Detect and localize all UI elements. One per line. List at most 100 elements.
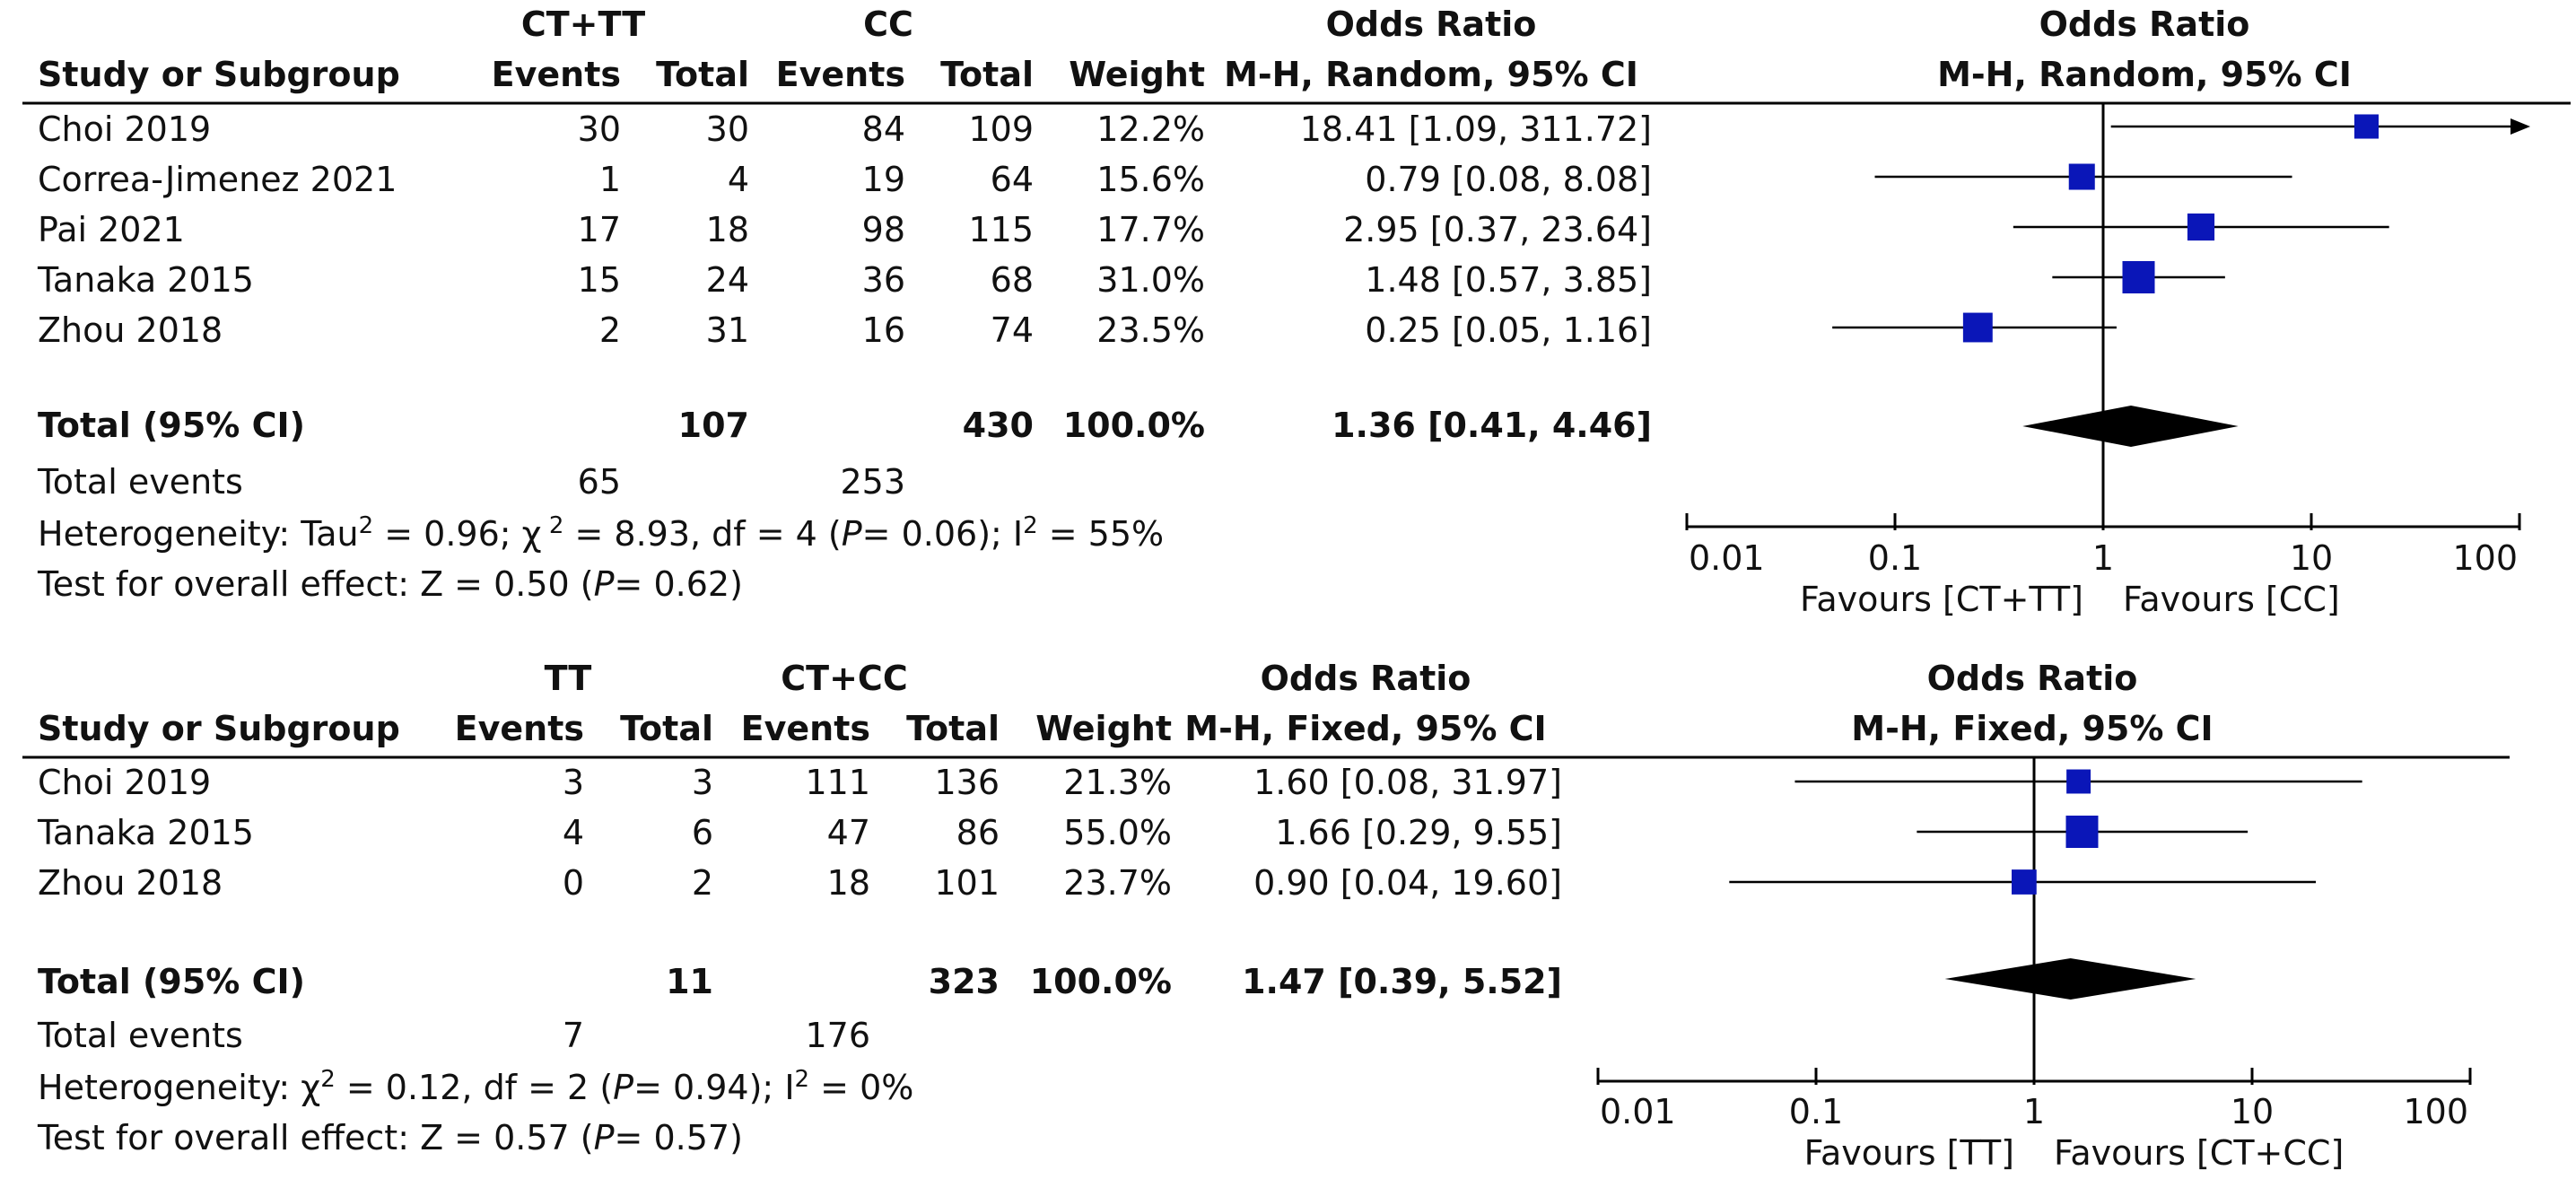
study-marker [2012, 869, 2037, 895]
study-name: Tanaka 2015 [37, 260, 254, 300]
total-label: Total (95% CI) [38, 406, 305, 445]
study-rows-1: Choi 2019 30 30 84 109 12.2% 18.41 [1.09… [37, 109, 1652, 350]
total-1: 2 [692, 863, 713, 903]
weight-header: Weight [1069, 55, 1205, 94]
forest-plot-area-1: 0.01 0.1 1 10 100 Favours [CT+TT] Favours [CC] [1685, 103, 2530, 619]
plot-ci-header: M-H, Fixed, 95% CI [1851, 709, 2213, 748]
axis-tick-label: 0.1 [1868, 538, 1922, 578]
total-weight: 100.0% [1063, 406, 1205, 445]
total-1: 3 [692, 763, 713, 802]
events-1: 2 [599, 310, 621, 350]
total-2: 101 [934, 863, 1000, 903]
study-name: Choi 2019 [38, 763, 211, 802]
events-1: 0 [563, 863, 584, 903]
study-name: Choi 2019 [38, 109, 211, 149]
axis-tick-label: 1 [2023, 1092, 2045, 1131]
favours-left-label: Favours [TT] [1804, 1133, 2014, 1173]
favours-right-label: Favours [CT+CC] [2054, 1133, 2344, 1173]
events-2: 16 [862, 310, 905, 350]
weight: 15.6% [1096, 160, 1205, 199]
total-events-2: 253 [840, 462, 905, 502]
total-1: 24 [706, 260, 749, 300]
total-2: 64 [991, 160, 1034, 199]
overall-effect-text: Test for overall effect: Z = 0.57 (P= 0.… [37, 1118, 743, 1157]
favours-right-label: Favours [CC] [2123, 580, 2340, 619]
events-1: 30 [578, 109, 621, 149]
ci-arrow [2511, 118, 2530, 135]
overall-effect-text: Test for overall effect: Z = 0.50 (P= 0.… [37, 564, 743, 604]
total-events-label: Total events [37, 462, 243, 502]
total-2: 115 [968, 210, 1034, 249]
axis-tick-label: 100 [2452, 538, 2518, 578]
pooled-diamond [1944, 958, 2196, 1000]
odds-ratio-ci: 0.79 [0.08, 8.08] [1365, 160, 1652, 199]
events2-header: Events [776, 55, 905, 94]
study-marker [2068, 163, 2095, 190]
total-events-2: 176 [805, 1016, 870, 1055]
weight: 23.7% [1063, 863, 1172, 903]
odds-ratio-ci: 1.66 [0.29, 9.55] [1275, 813, 1562, 852]
total2-header: Total [906, 709, 1000, 748]
group2-label: CT+CC [781, 659, 907, 698]
total-2: 136 [934, 763, 1000, 802]
odds-ratio-ci: 1.60 [0.08, 31.97] [1253, 763, 1562, 802]
group2-label: CC [863, 4, 913, 44]
study-header: Study or Subgroup [38, 55, 400, 94]
study-name: Pai 2021 [38, 210, 185, 249]
total-2: 68 [991, 260, 1034, 300]
study-rows-2: Choi 2019 3 3 111 136 21.3% 1.60 [0.08, … [37, 763, 1562, 903]
events-2: 19 [862, 160, 905, 199]
total-n2: 430 [963, 406, 1034, 445]
odds-ratio-title: Odds Ratio [1326, 4, 1537, 44]
total-1: 31 [706, 310, 749, 350]
total-1: 18 [706, 210, 749, 249]
study-name: Tanaka 2015 [37, 813, 254, 852]
weight-header: Weight [1035, 709, 1172, 748]
events1-header: Events [455, 709, 584, 748]
summary-1: Total events 65 253 Heterogeneity: Tau2 … [37, 462, 1164, 604]
table-row: Choi 2019 3 3 111 136 21.3% 1.60 [0.08, … [38, 763, 1562, 802]
or-ci-header: M-H, Fixed, 95% CI [1184, 709, 1546, 748]
total-1: 30 [706, 109, 749, 149]
events-2: 47 [827, 813, 870, 852]
table-header-1: CT+TT CC Odds Ratio Odds Ratio Study or … [22, 4, 2571, 105]
total-1: 4 [728, 160, 749, 199]
study-header: Study or Subgroup [38, 709, 400, 748]
weight: 12.2% [1096, 109, 1205, 149]
total-n2: 323 [929, 962, 1000, 1001]
total-events-label: Total events [37, 1016, 243, 1055]
axis-tick-label: 10 [2231, 1092, 2274, 1131]
heterogeneity-text: Heterogeneity: χ2 = 0.12, df = 2 (P= 0.9… [38, 1066, 913, 1107]
study-marker [1962, 312, 1993, 343]
axis-tick-label: 0.01 [1689, 538, 1765, 578]
weight: 17.7% [1096, 210, 1205, 249]
heterogeneity-text: Heterogeneity: Tau2 = 0.96; χ 2 = 8.93, … [38, 512, 1164, 554]
table-row: Tanaka 2015 4 6 47 86 55.0% 1.66 [0.29, … [37, 813, 1562, 852]
total-row-1: Total (95% CI) 107 430 100.0% 1.36 [0.41… [38, 406, 1652, 445]
events-1: 15 [578, 260, 621, 300]
total-row-2: Total (95% CI) 11 323 100.0% 1.47 [0.39,… [38, 962, 1562, 1001]
total-events-1: 7 [563, 1016, 584, 1055]
weight: 21.3% [1063, 763, 1172, 802]
table-row: Tanaka 2015 15 24 36 68 31.0% 1.48 [0.57… [37, 260, 1652, 300]
events-2: 18 [827, 863, 870, 903]
plot-ci-header: M-H, Random, 95% CI [1937, 55, 2352, 94]
events-1: 1 [599, 160, 621, 199]
study-marker [2066, 769, 2091, 794]
odds-ratio-ci: 2.95 [0.37, 23.64] [1343, 210, 1652, 249]
events-1: 4 [563, 813, 584, 852]
weight: 23.5% [1096, 310, 1205, 350]
total-1: 6 [692, 813, 713, 852]
axis-tick-label: 100 [2403, 1092, 2468, 1131]
or-ci-header: M-H, Random, 95% CI [1224, 55, 1638, 94]
study-name: Zhou 2018 [38, 863, 223, 903]
plot-odds-ratio-title: Odds Ratio [1927, 659, 2138, 698]
total1-header: Total [656, 55, 749, 94]
total-n1: 107 [678, 406, 749, 445]
table-row: Zhou 2018 0 2 18 101 23.7% 0.90 [0.04, 1… [38, 863, 1562, 903]
plot-odds-ratio-title: Odds Ratio [2039, 4, 2250, 44]
axis-tick-label: 0.1 [1789, 1092, 1843, 1131]
study-name: Correa-Jimenez 2021 [38, 160, 397, 199]
table-row: Choi 2019 30 30 84 109 12.2% 18.41 [1.09… [38, 109, 1652, 149]
